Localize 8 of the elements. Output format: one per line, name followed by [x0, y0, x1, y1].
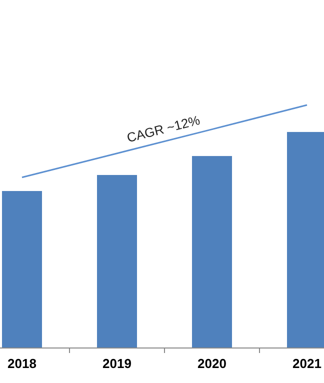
- bar: [2, 191, 42, 348]
- x-tick-label: 2019: [102, 356, 132, 371]
- text: CAGR ~12%: [125, 112, 202, 146]
- x-tick-label: 2018: [8, 356, 36, 371]
- x-tick-label: 2021: [292, 356, 322, 371]
- bar: [192, 156, 232, 348]
- x-tick-label: 2020: [198, 356, 226, 371]
- bar: [97, 174, 137, 348]
